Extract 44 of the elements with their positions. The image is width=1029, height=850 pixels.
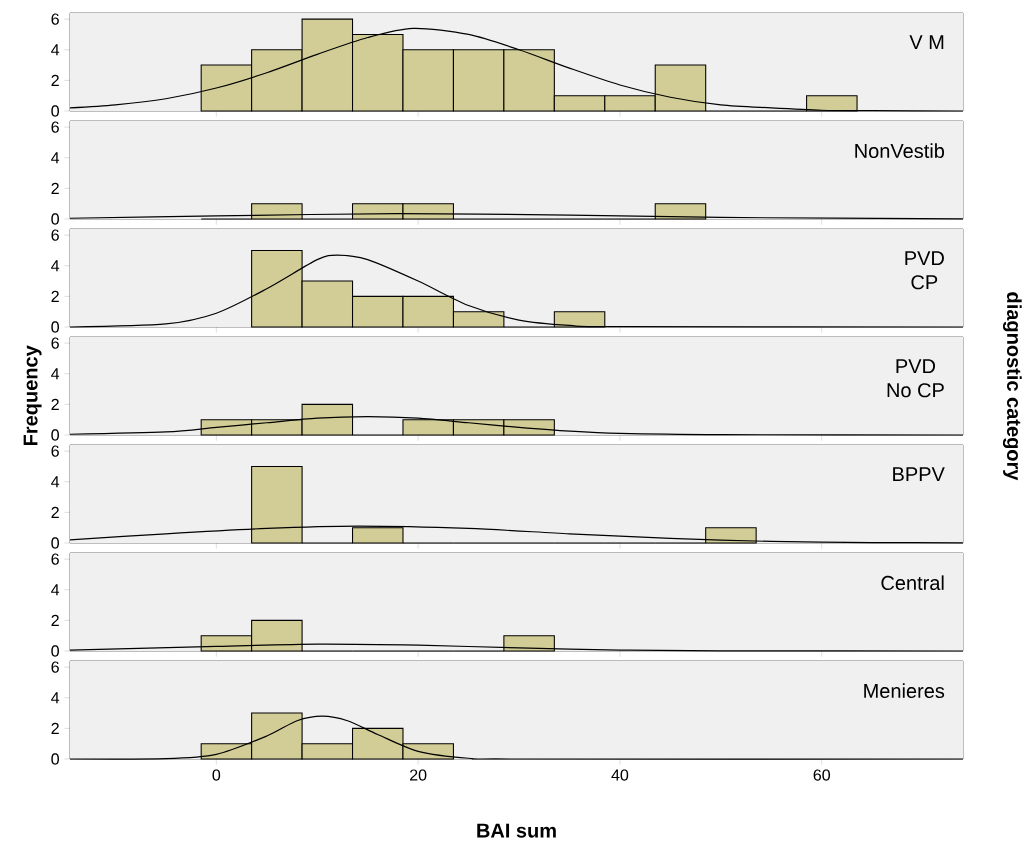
annotation: PVD bbox=[896, 359, 936, 374]
annotation: BPPV bbox=[893, 467, 945, 482]
x-tick-label: 40 bbox=[611, 769, 629, 781]
y-tick-label: 0 bbox=[51, 429, 59, 441]
annotation: CP bbox=[911, 275, 938, 290]
y-tick-label: 0 bbox=[51, 645, 59, 657]
y-tick-label: 4 bbox=[51, 368, 60, 380]
y-axis-title: Frequency bbox=[23, 345, 42, 446]
y-tick-label: 0 bbox=[51, 105, 59, 117]
y-tick-label: 6 bbox=[51, 121, 59, 133]
y2-axis-title: diagnostic category bbox=[1002, 292, 1022, 481]
x-tick-label: 0 bbox=[212, 769, 221, 781]
annotation: No CP bbox=[887, 383, 944, 398]
y-tick-label: 4 bbox=[51, 44, 60, 56]
y-tick-label: 0 bbox=[51, 753, 59, 765]
y-tick-label: 2 bbox=[51, 614, 59, 626]
y-tick-label: 6 bbox=[51, 337, 59, 349]
x-tick-label: 60 bbox=[813, 769, 831, 781]
y-tick-label: 4 bbox=[51, 152, 60, 164]
annotation: PVD bbox=[905, 251, 944, 266]
y-tick-label: 2 bbox=[51, 398, 59, 410]
y-tick-label: 0 bbox=[51, 213, 59, 225]
y-tick-label: 6 bbox=[51, 445, 59, 457]
annotation: Central bbox=[881, 575, 944, 591]
x-axis-title: BAI sum bbox=[477, 823, 556, 838]
y-tick-label: 6 bbox=[51, 229, 59, 241]
y-tick-label: 4 bbox=[51, 584, 60, 596]
y-tick-label: 0 bbox=[51, 321, 59, 333]
y-tick-label: 0 bbox=[51, 537, 59, 549]
y-tick-label: 2 bbox=[51, 506, 59, 518]
annotation: Menieres bbox=[864, 683, 945, 699]
y-tick-label: 6 bbox=[51, 661, 59, 673]
y-tick-label: 4 bbox=[51, 692, 60, 704]
y-tick-label: 4 bbox=[51, 260, 60, 272]
y-tick-label: 6 bbox=[51, 13, 59, 25]
y-tick-label: 2 bbox=[51, 74, 59, 86]
y-tick-label: 2 bbox=[51, 290, 59, 302]
y-tick-label: 2 bbox=[51, 722, 59, 734]
y-tick-label: 4 bbox=[51, 476, 60, 488]
y-tick-label: 2 bbox=[51, 182, 59, 194]
x-tick-label: 20 bbox=[410, 769, 427, 781]
annotation: V M bbox=[909, 35, 944, 50]
y-tick-label: 6 bbox=[51, 553, 59, 565]
annotation: NonVestib bbox=[855, 143, 945, 159]
